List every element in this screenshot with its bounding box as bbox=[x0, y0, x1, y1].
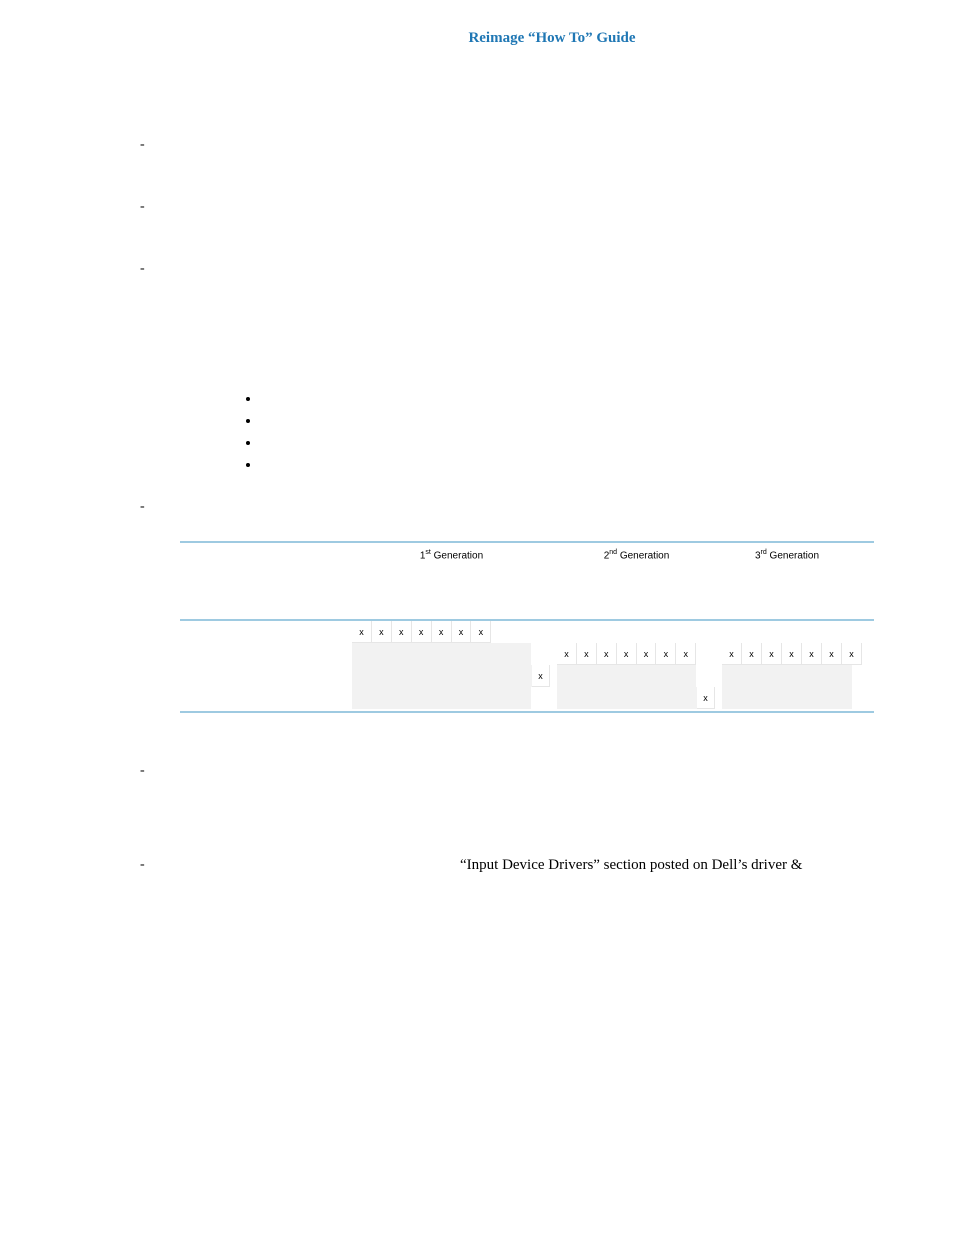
g3-row1 bbox=[722, 621, 852, 643]
dash-item-1: - bbox=[140, 137, 874, 157]
g1-row2 bbox=[352, 643, 551, 665]
table-body-gen2: x x x x x x x x bbox=[557, 621, 716, 711]
shade bbox=[557, 665, 696, 687]
table-label-col-header bbox=[180, 543, 352, 619]
cell: x bbox=[412, 621, 432, 643]
cell: x bbox=[656, 643, 676, 665]
cell: x bbox=[722, 643, 742, 665]
g2-row1 bbox=[557, 621, 716, 643]
dash-marker: - bbox=[140, 857, 145, 873]
shade bbox=[352, 687, 531, 709]
dash-list-3: - - “Input Device Drivers” section poste… bbox=[140, 763, 874, 877]
table-body-gen3: x x x x x x x bbox=[722, 621, 852, 711]
cell: x bbox=[637, 643, 657, 665]
table-header-gen2: 2nd Generation bbox=[557, 543, 716, 619]
cell-empty bbox=[531, 687, 551, 709]
cell: x bbox=[842, 643, 862, 665]
cell: x bbox=[452, 621, 472, 643]
page: Reimage “How To” Guide - - - . . . . - 1… bbox=[0, 0, 954, 1235]
table-header-gen3: 3rd Generation bbox=[722, 543, 852, 619]
gen1-word: Generation bbox=[431, 550, 483, 561]
gen1-label: 1st Generation bbox=[420, 549, 483, 561]
g3-row2: x x x x x x x bbox=[722, 643, 862, 665]
gen2-word: Generation bbox=[617, 550, 669, 561]
g3-row4 bbox=[722, 687, 852, 709]
bullet-item: . bbox=[260, 435, 874, 457]
dash-marker: - bbox=[140, 261, 145, 277]
shade bbox=[557, 687, 697, 709]
bullet-item: . bbox=[260, 391, 874, 413]
dash-item-5: - bbox=[140, 763, 874, 783]
gen3-label: 3rd Generation bbox=[755, 549, 819, 561]
dash-item-4: - bbox=[140, 499, 874, 519]
gen2-label: 2nd Generation bbox=[604, 549, 670, 561]
dash-item-3: - bbox=[140, 261, 874, 281]
bullet-item: . bbox=[260, 413, 874, 435]
gen3-word: Generation bbox=[767, 550, 819, 561]
table-header-row: 1st Generation 2nd Generation 3rd Genera… bbox=[180, 541, 874, 621]
cell-empty-row bbox=[722, 621, 852, 643]
dash-list-2: - bbox=[140, 499, 874, 519]
bullet-list: . . . . bbox=[260, 391, 874, 479]
dash-marker: - bbox=[140, 763, 145, 779]
g1-row3: x bbox=[352, 665, 551, 687]
cell-empty bbox=[511, 621, 531, 643]
shade bbox=[722, 687, 852, 709]
dash-list: - - - bbox=[140, 137, 874, 281]
shade bbox=[352, 665, 532, 687]
shade bbox=[722, 665, 852, 687]
cell: x bbox=[577, 643, 597, 665]
g2-row3 bbox=[557, 665, 716, 687]
cell-empty bbox=[531, 621, 551, 643]
cell: x bbox=[822, 643, 842, 665]
cell-empty bbox=[531, 643, 551, 665]
cell-empty bbox=[491, 621, 511, 643]
input-device-drivers-text: “Input Device Drivers” section posted on… bbox=[460, 857, 874, 874]
table-body: x x x x x x x x bbox=[180, 621, 874, 713]
cell: x bbox=[392, 621, 412, 643]
cell: x bbox=[471, 621, 491, 643]
dash-marker: - bbox=[140, 137, 145, 153]
cell: x bbox=[802, 643, 822, 665]
dash-item-6: - “Input Device Drivers” section posted … bbox=[140, 857, 874, 877]
table-body-gen1: x x x x x x x x bbox=[352, 621, 551, 711]
cell: x bbox=[557, 643, 577, 665]
cell-empty bbox=[696, 643, 716, 665]
cell-empty bbox=[696, 665, 716, 687]
page-title: Reimage “How To” Guide bbox=[230, 30, 874, 47]
gen2-suffix: nd bbox=[609, 549, 617, 556]
bullet-item: . bbox=[260, 457, 874, 479]
table-header-gen1: 1st Generation bbox=[352, 543, 551, 619]
g3-row3 bbox=[722, 665, 852, 687]
cell: x bbox=[432, 621, 452, 643]
g1-row1: x x x x x x x bbox=[352, 621, 551, 643]
cell: x bbox=[617, 643, 637, 665]
cell: x bbox=[597, 643, 617, 665]
cell: x bbox=[532, 665, 550, 687]
shade bbox=[352, 643, 531, 665]
cell: x bbox=[676, 643, 696, 665]
table-label-col-body bbox=[180, 621, 352, 711]
dash-item-2: - bbox=[140, 199, 874, 219]
dash-marker: - bbox=[140, 199, 145, 215]
cell: x bbox=[782, 643, 802, 665]
g2-row4: x bbox=[557, 687, 716, 709]
cell: x bbox=[742, 643, 762, 665]
generation-table: 1st Generation 2nd Generation 3rd Genera… bbox=[180, 541, 874, 713]
g1-row4 bbox=[352, 687, 551, 709]
cell-empty-row bbox=[557, 621, 716, 643]
g2-row2: x x x x x x x bbox=[557, 643, 716, 665]
dash-marker: - bbox=[140, 499, 145, 515]
cell: x bbox=[352, 621, 372, 643]
cell: x bbox=[372, 621, 392, 643]
cell: x bbox=[697, 687, 715, 709]
cell: x bbox=[762, 643, 782, 665]
